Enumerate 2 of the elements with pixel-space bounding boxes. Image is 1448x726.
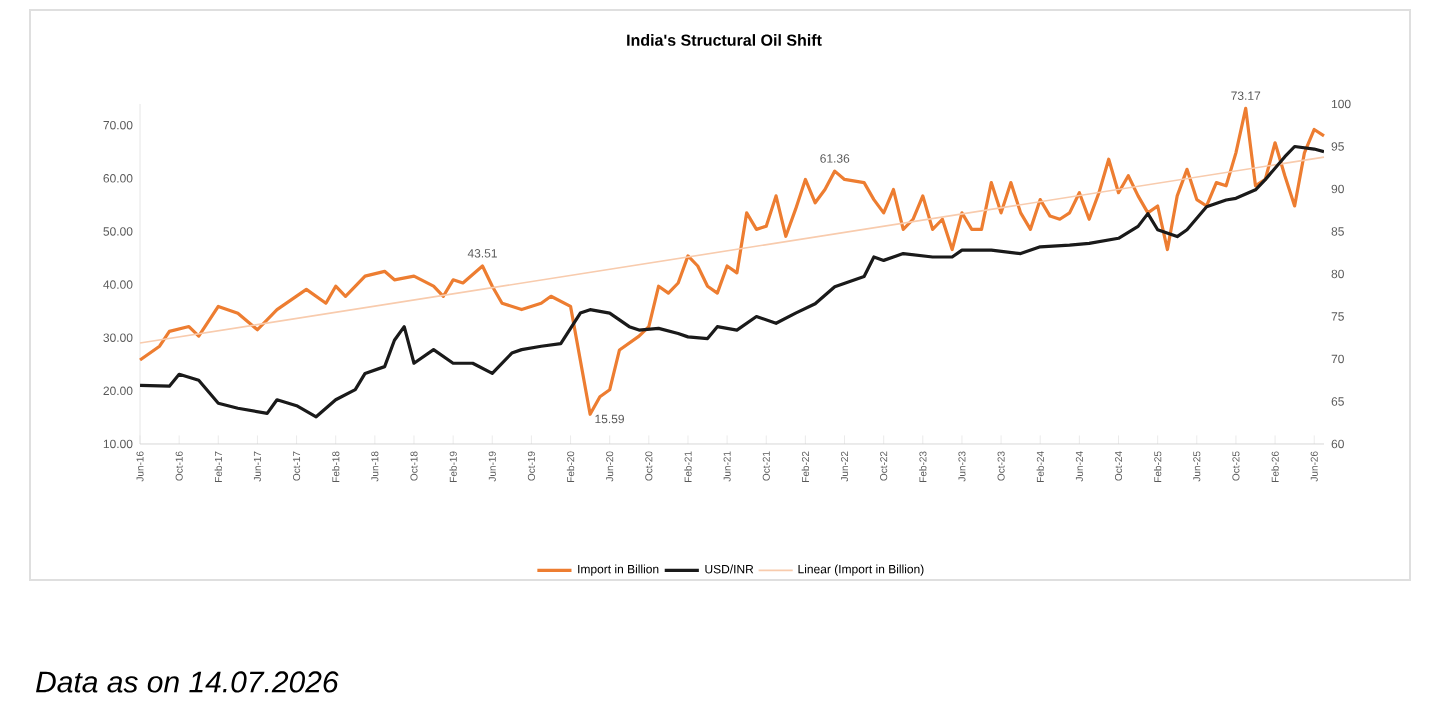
chart-title: India's Structural Oil Shift (627, 34, 822, 46)
text: Data as on 14.07.2026 (35, 671, 339, 693)
